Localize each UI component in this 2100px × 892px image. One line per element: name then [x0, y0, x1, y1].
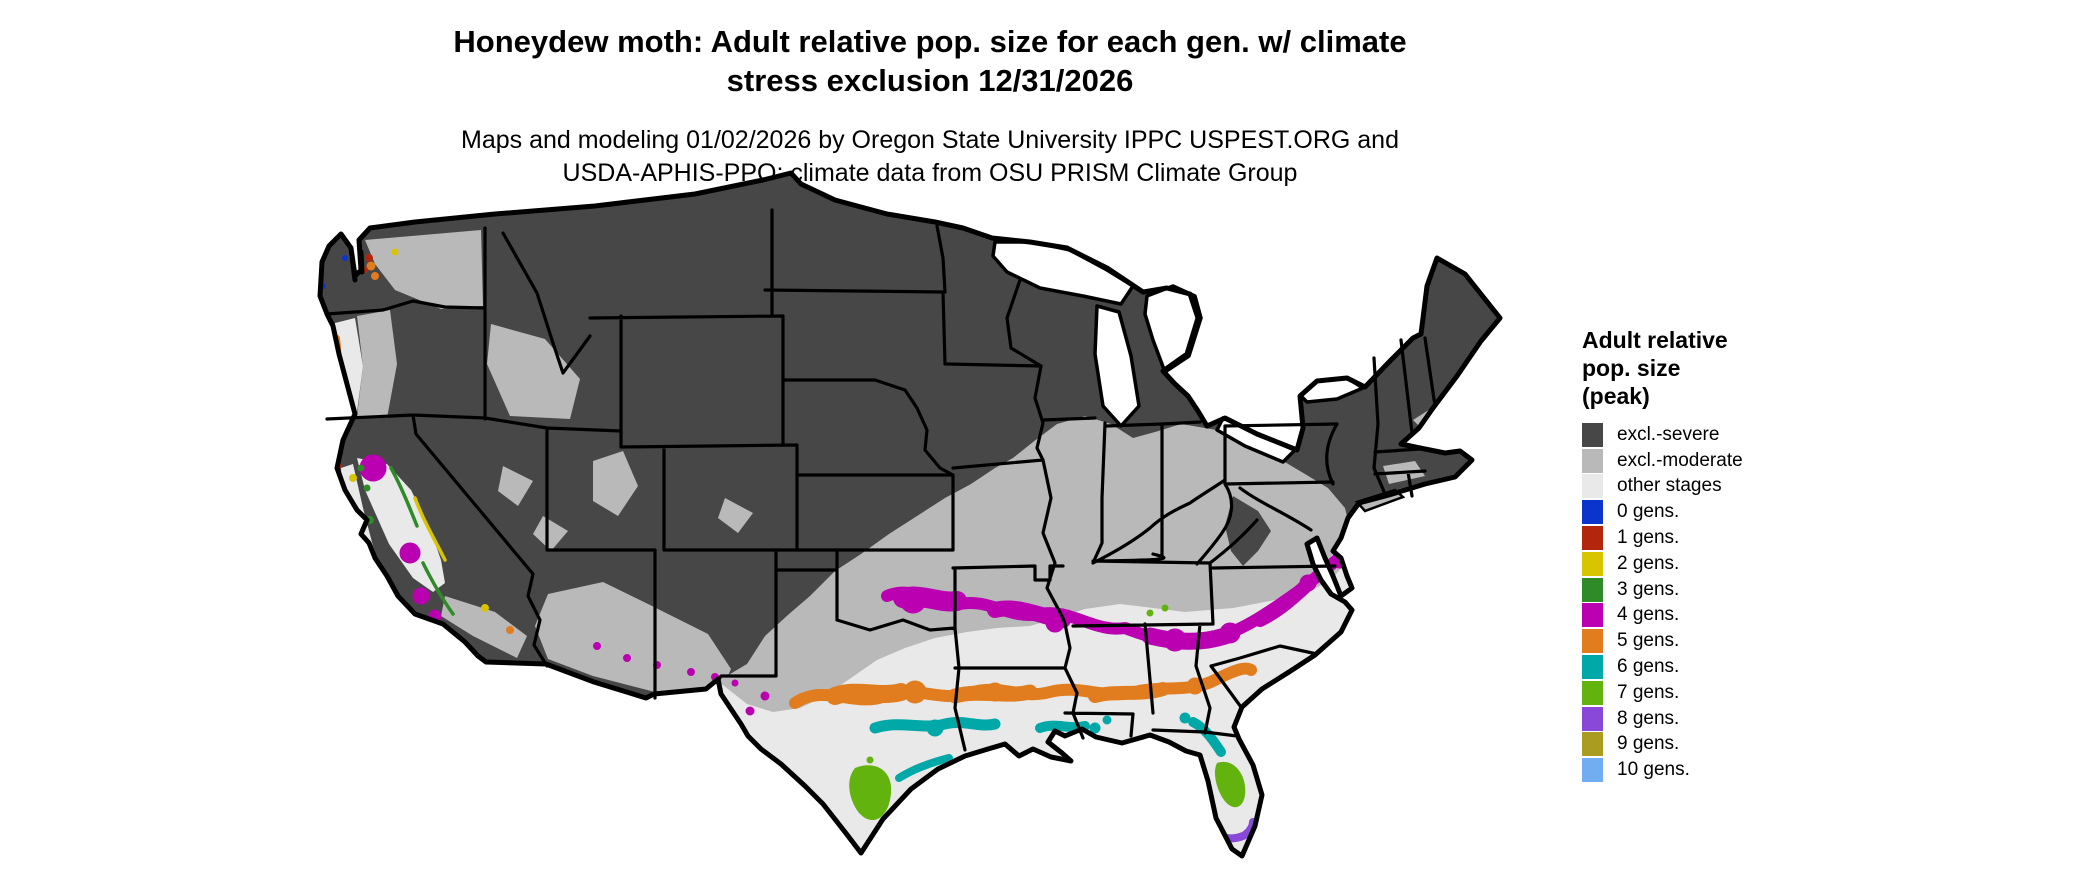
- legend-item-10-gens: 10 gens.: [1582, 757, 1842, 783]
- legend-item-8-gens: 8 gens.: [1582, 706, 1842, 732]
- legend-item-4-gens: 4 gens.: [1582, 603, 1842, 629]
- legend-item-5-gens: 5 gens.: [1582, 628, 1842, 654]
- legend-item-9-gens: 9 gens.: [1582, 732, 1842, 758]
- map-band-8-gens: [874, 818, 1257, 843]
- conus-map-svg: [317, 170, 1503, 868]
- legend-label: 7 gens.: [1617, 681, 1680, 703]
- title-line-2: stress exclusion 12/31/2026: [726, 63, 1134, 98]
- legend-label: 8 gens.: [1617, 707, 1680, 729]
- legend-swatch-3-gens: [1582, 577, 1603, 602]
- legend-swatch-4-gens: [1582, 603, 1603, 628]
- us-generations-map: [295, 168, 1510, 872]
- legend-title: Adult relative pop. size (peak): [1582, 326, 1842, 410]
- legend-label: 2 gens.: [1617, 552, 1680, 574]
- legend-label: 4 gens.: [1617, 604, 1680, 626]
- legend-swatch-7-gens: [1582, 680, 1603, 705]
- legend-swatch-10-gens: [1582, 758, 1603, 783]
- legend-item-3-gens: 3 gens.: [1582, 577, 1842, 603]
- conus-outline: [317, 170, 1503, 859]
- legend-item-excl-moderate: excl.-moderate: [1582, 448, 1842, 474]
- legend-swatch-2-gens: [1582, 551, 1603, 576]
- legend-label: 9 gens.: [1617, 733, 1680, 755]
- legend-item-excl-severe: excl.-severe: [1582, 422, 1842, 448]
- page-title: Honeydew moth: Adult relative pop. size …: [80, 22, 1780, 100]
- state-borders: [325, 208, 1437, 752]
- legend-label: other stages: [1617, 475, 1722, 497]
- legend-swatch-5-gens: [1582, 629, 1603, 654]
- legend-label: excl.-moderate: [1617, 449, 1743, 471]
- legend-swatch-other-stages: [1582, 474, 1603, 499]
- map-band-5-gens: [334, 261, 1257, 709]
- legend-label: 6 gens.: [1617, 656, 1680, 678]
- legend-title-line-2: pop. size: [1582, 355, 1681, 381]
- legend-swatch-8-gens: [1582, 706, 1603, 731]
- map-legend: Adult relative pop. size (peak) excl.-se…: [1582, 326, 1842, 783]
- subtitle-line-2: USDA-APHIS-PPQ; climate data from OSU PR…: [562, 159, 1298, 187]
- legend-swatch-excl-moderate: [1582, 448, 1603, 473]
- legend-label: 10 gens.: [1617, 759, 1690, 781]
- legend-label: 0 gens.: [1617, 501, 1680, 523]
- legend-label: 3 gens.: [1617, 578, 1680, 600]
- legend-item-2-gens: 2 gens.: [1582, 551, 1842, 577]
- legend-title-line-3: (peak): [1582, 383, 1650, 409]
- great-lakes: [991, 240, 1365, 464]
- subtitle-line-1: Maps and modeling 01/02/2026 by Oregon S…: [461, 126, 1399, 154]
- legend-item-7-gens: 7 gens.: [1582, 680, 1842, 706]
- map-band-4-gens: [359, 454, 1349, 716]
- legend-item-0-gens: 0 gens.: [1582, 499, 1842, 525]
- legend-item-6-gens: 6 gens.: [1582, 654, 1842, 680]
- title-line-1: Honeydew moth: Adult relative pop. size …: [453, 24, 1407, 59]
- legend-item-1-gens: 1 gens.: [1582, 525, 1842, 551]
- legend-swatch-6-gens: [1582, 655, 1603, 680]
- legend-swatch-9-gens: [1582, 732, 1603, 757]
- legend-label: 1 gens.: [1617, 527, 1680, 549]
- legend-item-other-stages: other stages: [1582, 474, 1842, 500]
- legend-swatch-1-gens: [1582, 526, 1603, 551]
- page-subtitle: Maps and modeling 01/02/2026 by Oregon S…: [80, 124, 1780, 190]
- map-band-9-gens: [1232, 859, 1253, 868]
- legend-title-line-1: Adult relative: [1582, 327, 1728, 353]
- legend-label: excl.-severe: [1617, 423, 1720, 445]
- lake-michigan: [1093, 304, 1141, 428]
- legend-swatch-0-gens: [1582, 500, 1603, 525]
- legend-swatch-excl-severe: [1582, 422, 1603, 447]
- legend-label: 5 gens.: [1617, 630, 1680, 652]
